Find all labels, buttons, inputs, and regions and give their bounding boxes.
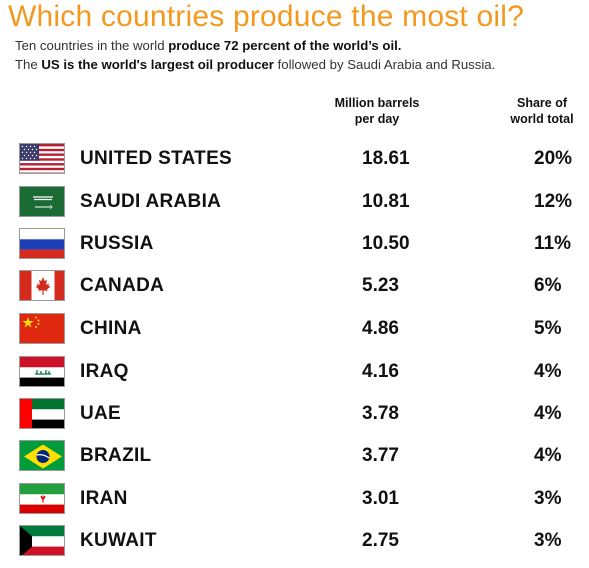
subtitle-line-1: Ten countries in the world produce 72 pe… xyxy=(15,38,401,53)
country-name: CHINA xyxy=(80,318,142,339)
table-row: UNITED STATES 18.61 20% xyxy=(0,141,589,177)
flag-iran-icon xyxy=(19,483,65,514)
table-row: UAE 3.78 4% xyxy=(0,396,589,432)
share-value: 4% xyxy=(534,445,562,466)
column-header-barrels: Million barrels per day xyxy=(322,95,432,127)
country-name: RUSSIA xyxy=(80,233,154,254)
subtitle-line-2: The US is the world's largest oil produc… xyxy=(15,57,495,72)
flag-iraq-icon xyxy=(19,356,65,387)
flag-china-icon xyxy=(19,313,65,344)
table-row: CANADA 5.23 6% xyxy=(0,268,589,304)
flag-uae-icon xyxy=(19,398,65,429)
country-name: IRAQ xyxy=(80,361,129,382)
flag-russia-icon xyxy=(19,228,65,259)
flag-usa-icon xyxy=(19,143,65,174)
subtitle-1-text: Ten countries in the world xyxy=(15,38,169,53)
barrels-value: 3.01 xyxy=(362,488,399,509)
subtitle-1-emphasis: produce 72 percent of the world’s oil. xyxy=(168,38,402,53)
table-row: RUSSIA 10.50 11% xyxy=(0,226,589,262)
table-row: IRAN 3.01 3% xyxy=(0,481,589,517)
share-value: 20% xyxy=(534,148,573,169)
barrels-value: 18.61 xyxy=(362,148,410,169)
share-value: 3% xyxy=(534,488,562,509)
barrels-value: 2.75 xyxy=(362,530,399,551)
country-name: CANADA xyxy=(80,275,165,296)
table-row: KUWAIT 2.75 3% xyxy=(0,523,589,559)
column-header-barrels-line2: per day xyxy=(354,112,400,126)
flag-brazil-icon xyxy=(19,440,65,471)
share-value: 4% xyxy=(534,361,562,382)
barrels-value: 4.16 xyxy=(362,361,399,382)
column-header-share: Share of world total xyxy=(497,95,587,127)
barrels-value: 3.78 xyxy=(362,403,399,424)
table-row: CHINA 4.86 5% xyxy=(0,311,589,347)
flag-saudi-arabia-icon xyxy=(19,186,65,217)
share-value: 11% xyxy=(534,233,571,254)
subtitle-2-text-end: followed by Saudi Arabia and Russia. xyxy=(273,57,496,72)
country-name: UAE xyxy=(80,403,122,424)
share-value: 5% xyxy=(534,318,562,339)
share-value: 3% xyxy=(534,530,562,551)
table-row: SAUDI ARABIA 10.81 12% xyxy=(0,184,589,220)
subtitle-2-emphasis: US is the world's largest oil producer xyxy=(41,57,274,72)
share-value: 6% xyxy=(534,275,562,296)
page-title: Which countries produce the most oil? xyxy=(8,0,524,33)
barrels-value: 10.50 xyxy=(362,233,410,254)
barrels-value: 5.23 xyxy=(362,275,399,296)
barrels-value: 10.81 xyxy=(362,191,410,212)
flag-kuwait-icon xyxy=(19,525,65,556)
table-row: IRAQ 4.16 4% xyxy=(0,354,589,390)
barrels-value: 4.86 xyxy=(362,318,399,339)
country-name: UNITED STATES xyxy=(80,148,233,169)
column-header-share-line1: Share of xyxy=(516,96,567,110)
column-header-barrels-line1: Million barrels xyxy=(334,96,420,110)
country-name: KUWAIT xyxy=(80,530,157,551)
subtitle-2-text-start: The xyxy=(15,57,42,72)
country-name: SAUDI ARABIA xyxy=(80,191,222,212)
share-value: 12% xyxy=(534,191,573,212)
flag-canada-icon xyxy=(19,270,65,301)
column-header-share-line2: world total xyxy=(510,112,574,126)
country-name: IRAN xyxy=(80,488,128,509)
country-name: BRAZIL xyxy=(80,445,152,466)
table-row: BRAZIL 3.77 4% xyxy=(0,438,589,474)
barrels-value: 3.77 xyxy=(362,445,399,466)
share-value: 4% xyxy=(534,403,562,424)
